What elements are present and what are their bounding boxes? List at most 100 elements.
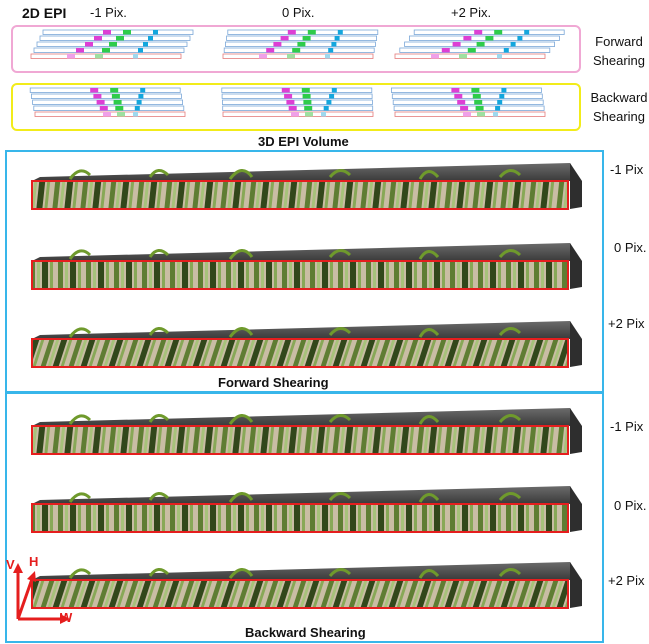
slab-top-face — [32, 562, 580, 580]
forward-row-label-1: -1 Pix — [610, 162, 644, 177]
foliage-tips — [68, 249, 522, 260]
backward-label-line1: Backward — [590, 90, 648, 105]
cyan-pixel — [499, 94, 505, 99]
cyan-pixel — [331, 88, 337, 93]
volume-slab-graphic — [31, 321, 582, 368]
green-pixel — [95, 54, 103, 59]
green-pixel — [123, 30, 131, 35]
v-axis-arrow — [13, 563, 23, 573]
green-pixel — [472, 94, 481, 99]
epi-stripe-row — [42, 29, 194, 35]
forward-label-line1: Forward — [595, 34, 643, 49]
backward-label-line2: Shearing — [592, 109, 646, 124]
cyan-pixel — [329, 94, 335, 99]
foliage-tips — [68, 568, 522, 579]
green-pixel — [305, 112, 313, 117]
forward-caption: Forward Shearing — [218, 375, 329, 390]
cyan-pixel — [501, 88, 507, 93]
magenta-pixel — [463, 36, 472, 41]
magenta-pixel — [474, 30, 483, 35]
slab-front-outline — [31, 425, 569, 455]
epi-stripe-row — [222, 53, 374, 59]
slab-top-face — [32, 408, 580, 426]
volume-slab-graphic — [31, 486, 582, 533]
slab-side-face — [570, 243, 582, 289]
green-pixel — [115, 106, 124, 111]
backward-caption: Backward Shearing — [245, 625, 366, 640]
green-pixel — [301, 88, 310, 93]
epi-stripe-row — [221, 93, 373, 99]
v-axis-label: V — [6, 557, 15, 572]
volume-slab-graphic — [31, 562, 582, 609]
slab-front-outline — [31, 260, 569, 290]
epi-stripe-row — [39, 35, 191, 41]
cyan-pixel — [134, 106, 140, 111]
foliage-tips — [68, 327, 522, 338]
magenta-pixel — [287, 30, 296, 35]
magenta-pixel — [93, 94, 102, 99]
magenta-pixel — [90, 88, 99, 93]
magenta-pixel — [85, 42, 93, 47]
green-pixel — [109, 42, 117, 47]
epi-stripe-row — [394, 53, 546, 59]
forward-row-label-2: 0 Pix. — [614, 240, 647, 255]
shift-label-plus2: +2 Pix. — [451, 5, 492, 20]
shift-label-0: 0 Pix. — [282, 5, 315, 20]
epi-stripe-row — [408, 35, 560, 41]
cyan-pixel — [331, 42, 337, 47]
magenta-pixel — [67, 54, 75, 59]
cyan-pixel — [497, 100, 503, 105]
magenta-pixel — [259, 54, 267, 59]
magenta-pixel — [460, 106, 469, 111]
slab-side-face — [570, 408, 582, 454]
magenta-pixel — [96, 100, 105, 105]
slab-side-face — [570, 163, 582, 209]
cyan-pixel — [517, 36, 523, 41]
magenta-pixel — [94, 36, 102, 41]
green-pixel — [302, 94, 311, 99]
magenta-pixel — [273, 42, 282, 47]
magenta-pixel — [286, 100, 295, 105]
slab-front-outline — [31, 180, 569, 210]
green-pixel — [307, 30, 316, 35]
green-pixel — [116, 36, 124, 41]
epi-stripe-row — [30, 53, 182, 59]
w-axis-label: W — [60, 610, 73, 625]
epi-stripe-row — [221, 87, 373, 93]
slab-front-face — [32, 261, 568, 289]
volume-title: 3D EPI Volume — [258, 134, 349, 149]
magenta-pixel — [281, 88, 290, 93]
magenta-pixel — [103, 112, 111, 117]
slab-top-face — [32, 321, 580, 339]
green-pixel — [477, 112, 485, 117]
green-pixel — [459, 54, 467, 59]
volume-slab-graphic — [31, 408, 582, 455]
epi-stripe-row — [413, 29, 565, 35]
cyan-pixel — [143, 42, 148, 47]
backward-epi2d-rows — [29, 87, 546, 117]
epi-stripe-row — [30, 93, 182, 99]
backward-row-label-2: 0 Pix. — [614, 498, 647, 513]
cyan-pixel — [138, 94, 144, 99]
magenta-pixel — [457, 100, 466, 105]
slab-side-face — [570, 562, 582, 608]
cyan-pixel — [497, 54, 502, 59]
slab-front-face — [32, 504, 568, 532]
forward-epi2d-box — [11, 25, 581, 73]
magenta-pixel — [452, 42, 461, 47]
foliage-tips — [68, 169, 522, 180]
volume-slab-graphic — [31, 163, 582, 210]
cyan-pixel — [510, 42, 516, 47]
magenta-pixel — [103, 30, 111, 35]
cyan-pixel — [326, 100, 332, 105]
epi-stripe-row — [33, 105, 185, 111]
volume-slab-graphic — [31, 243, 582, 290]
slab-top-face — [32, 486, 580, 504]
cyan-pixel — [328, 48, 334, 53]
forward-epi2d-rows — [30, 29, 565, 59]
epi-stripe-row — [227, 29, 379, 35]
green-pixel — [304, 106, 313, 111]
backward-volume-panel — [5, 392, 604, 643]
magenta-pixel — [454, 94, 463, 99]
backward-row-label-3: +2 Pix — [608, 573, 645, 588]
